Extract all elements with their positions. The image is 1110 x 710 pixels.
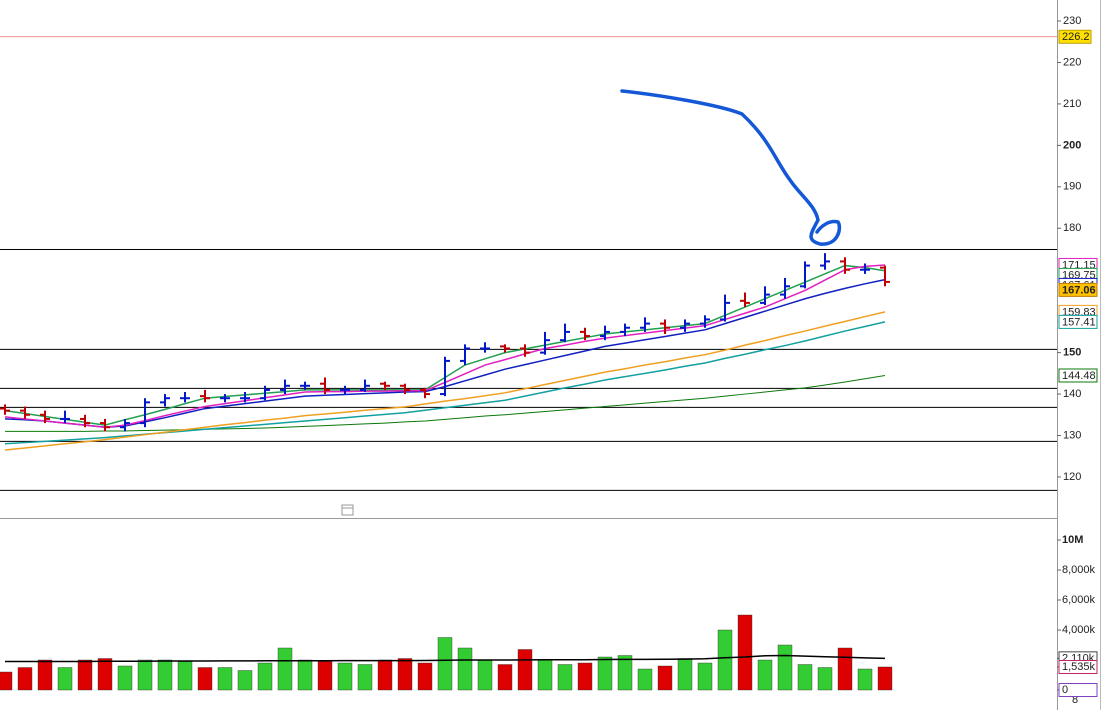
volume-bar xyxy=(477,659,493,691)
volume-bar xyxy=(57,667,73,691)
value-label-box xyxy=(1058,282,1098,297)
y-tick-label: 0 xyxy=(1062,684,1068,696)
volume-bar xyxy=(157,659,173,691)
volume-bar xyxy=(0,671,13,691)
volume-bar xyxy=(817,667,833,691)
axis-footer: 8 xyxy=(1072,694,1078,706)
volume-bar xyxy=(617,655,633,691)
value-label: 144.48 xyxy=(1062,370,1096,382)
volume-bar xyxy=(797,664,813,691)
value-label-box xyxy=(1058,659,1098,674)
y-tick-label: 230 xyxy=(1063,15,1081,27)
volume-bar xyxy=(77,659,93,691)
hand-drawn-arrow xyxy=(620,89,842,246)
volume-bar xyxy=(97,658,113,691)
y-tick-label: 4,000k xyxy=(1062,624,1096,636)
y-tick-label: 140 xyxy=(1063,388,1081,400)
y-tick-label: 210 xyxy=(1063,98,1081,110)
volume-bar xyxy=(517,649,533,691)
calendar-icon xyxy=(341,504,354,516)
volume-bar xyxy=(697,662,713,691)
moving-average-line xyxy=(5,375,886,432)
reference-label: 226.2 xyxy=(1062,31,1090,43)
volume-bar xyxy=(557,664,573,691)
volume-bar xyxy=(457,647,473,691)
volume-bar xyxy=(717,629,733,691)
y-tick-label: 1,535k xyxy=(1062,661,1096,673)
y-tick-label: 120 xyxy=(1063,471,1081,483)
y-tick-label: 200 xyxy=(1063,139,1081,151)
y-tick-label: 6,000k xyxy=(1062,594,1096,606)
volume-bar xyxy=(137,659,153,691)
value-label-box xyxy=(1058,683,1098,697)
y-tick-label: 130 xyxy=(1063,429,1081,441)
volume-bar xyxy=(297,659,313,691)
volume-bar xyxy=(377,659,393,691)
y-tick-label: 10M xyxy=(1062,534,1083,546)
volume-bar xyxy=(877,666,893,691)
volume-bar xyxy=(397,658,413,691)
volume-bar xyxy=(37,659,53,691)
volume-bar xyxy=(857,668,873,691)
volume-bar xyxy=(657,665,673,691)
volume-bar xyxy=(237,670,253,691)
volume-bar xyxy=(497,664,513,691)
volume-bar xyxy=(537,659,553,691)
volume-bar xyxy=(677,658,693,691)
volume-bar xyxy=(17,667,33,691)
volume-bar xyxy=(357,664,373,691)
volume-bar xyxy=(437,637,453,691)
reference-label-box xyxy=(1058,29,1092,44)
volume-bar xyxy=(257,662,273,691)
volume-bar xyxy=(117,665,133,691)
value-label: 157.41 xyxy=(1062,316,1096,328)
volume-bar xyxy=(177,661,193,691)
volume-bar xyxy=(337,662,353,691)
volume-bar xyxy=(837,647,853,691)
volume-bar xyxy=(577,662,593,691)
volume-bar xyxy=(597,656,613,691)
y-tick-label: 190 xyxy=(1063,181,1081,193)
y-tick-label: 150 xyxy=(1063,347,1081,359)
volume-bar xyxy=(197,667,213,691)
y-tick-label: 8,000k xyxy=(1062,564,1096,576)
volume-bar xyxy=(777,644,793,691)
volume-bar xyxy=(317,661,333,691)
volume-bar xyxy=(737,614,753,691)
value-label: 167.06 xyxy=(1062,284,1096,296)
value-label-box xyxy=(1058,314,1098,329)
value-label-box xyxy=(1058,368,1098,383)
volume-bar xyxy=(417,662,433,691)
moving-average-line xyxy=(4,311,886,451)
volume-bar xyxy=(637,668,653,691)
volume-average-line xyxy=(5,654,886,663)
y-tick-label: 180 xyxy=(1063,222,1081,234)
volume-bar xyxy=(277,647,293,691)
y-tick-label: 220 xyxy=(1063,56,1081,68)
volume-bar xyxy=(757,659,773,691)
volume-bar xyxy=(217,667,233,691)
